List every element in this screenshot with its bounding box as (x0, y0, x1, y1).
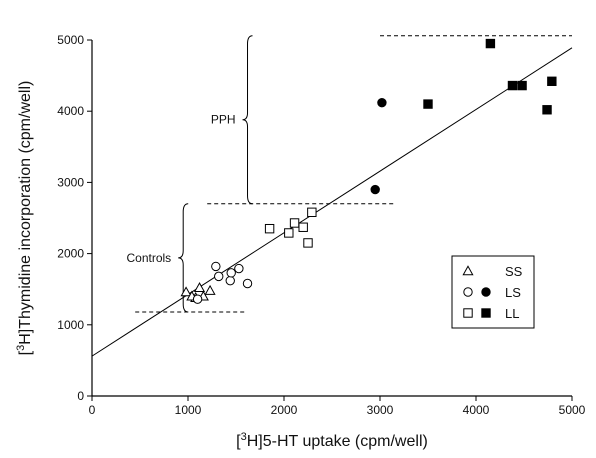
data-point-square-filled (542, 105, 552, 115)
data-point-circle-open (214, 271, 224, 282)
bracket (178, 203, 189, 313)
data-point-square-open (289, 218, 300, 228)
y-tick-label: 3000 (57, 175, 84, 189)
y-axis-title: [3H]Thymidine incorporation (cpm/well) (15, 81, 34, 356)
legend-rows: SS LS LL (462, 264, 523, 321)
x-axis-ticks: 0 1000 2000 3000 4000 5000 (89, 396, 586, 417)
data-point-square-filled (517, 80, 527, 91)
x-tick-label: 5000 (559, 403, 586, 417)
y-tick-label: 4000 (57, 104, 84, 118)
data-point-circle-filled (377, 97, 387, 108)
y-axis-ticks: 0 1000 2000 3000 4000 5000 (57, 33, 92, 403)
data-point-circle-open (242, 278, 253, 289)
regression-line-group (91, 47, 573, 357)
data-point-square-open (298, 222, 308, 232)
x-tick-label: 2000 (271, 403, 298, 417)
legend-marker-square-open (463, 308, 473, 318)
legend-marker-circle-filled (481, 287, 491, 297)
x-axis-title-main: H]5-HT uptake (cpm/well) (247, 433, 428, 450)
y-axis-title-main: H]Thymidine incorporation (cpm/well) (17, 81, 34, 345)
legend-label: LS (505, 285, 521, 300)
bracket (242, 35, 253, 205)
legend: SS LS LL (451, 255, 535, 329)
x-axis-title: [3H]5-HT uptake (cpm/well) (236, 431, 428, 450)
legend-label: SS (505, 264, 523, 279)
bracket-label: PPH (211, 113, 236, 127)
x-tick-label: 3000 (367, 403, 394, 417)
data-point-triangle-open (193, 282, 206, 292)
brackets: PPH Controls (127, 35, 253, 313)
y-tick-label: 2000 (57, 247, 84, 261)
data-point-square-filled (507, 80, 518, 91)
data-point-triangle-open (180, 286, 192, 297)
y-tick-label: 5000 (57, 33, 84, 47)
data-point-square-open (303, 238, 313, 248)
y-tick-label: 1000 (57, 318, 84, 332)
legend-marker-triangle-open (462, 265, 474, 276)
data-point-circle-open (234, 263, 244, 274)
x-tick-label: 1000 (175, 403, 202, 417)
data-point-triangle-open (204, 284, 216, 295)
data-point-circle-open (192, 294, 203, 304)
legend-label: LL (505, 306, 519, 321)
x-axis-title-sup: 3 (241, 431, 247, 443)
data-point-square-open (307, 207, 317, 218)
data-point-circle-open (211, 261, 221, 272)
x-tick-label: 4000 (463, 403, 490, 417)
legend-marker-circle-open (463, 287, 473, 297)
x-tick-label: 0 (89, 403, 96, 417)
data-point-circle-filled (370, 184, 380, 195)
data-point-square-filled (423, 99, 433, 109)
data-point-circle-open (226, 268, 236, 278)
bracket-label: Controls (127, 251, 172, 265)
data-point-square-open (284, 228, 294, 238)
data-point-square-filled (485, 38, 496, 49)
data-point-square-filled (547, 76, 557, 86)
y-axis-title-sup: 3 (15, 345, 27, 351)
data-point-square-open (264, 223, 275, 234)
legend-marker-square-filled (481, 308, 491, 318)
data-points (180, 38, 557, 304)
regression-line (91, 47, 573, 357)
reference-lines (135, 35, 572, 313)
y-tick-label: 0 (77, 389, 84, 403)
data-point-circle-open (225, 275, 235, 286)
